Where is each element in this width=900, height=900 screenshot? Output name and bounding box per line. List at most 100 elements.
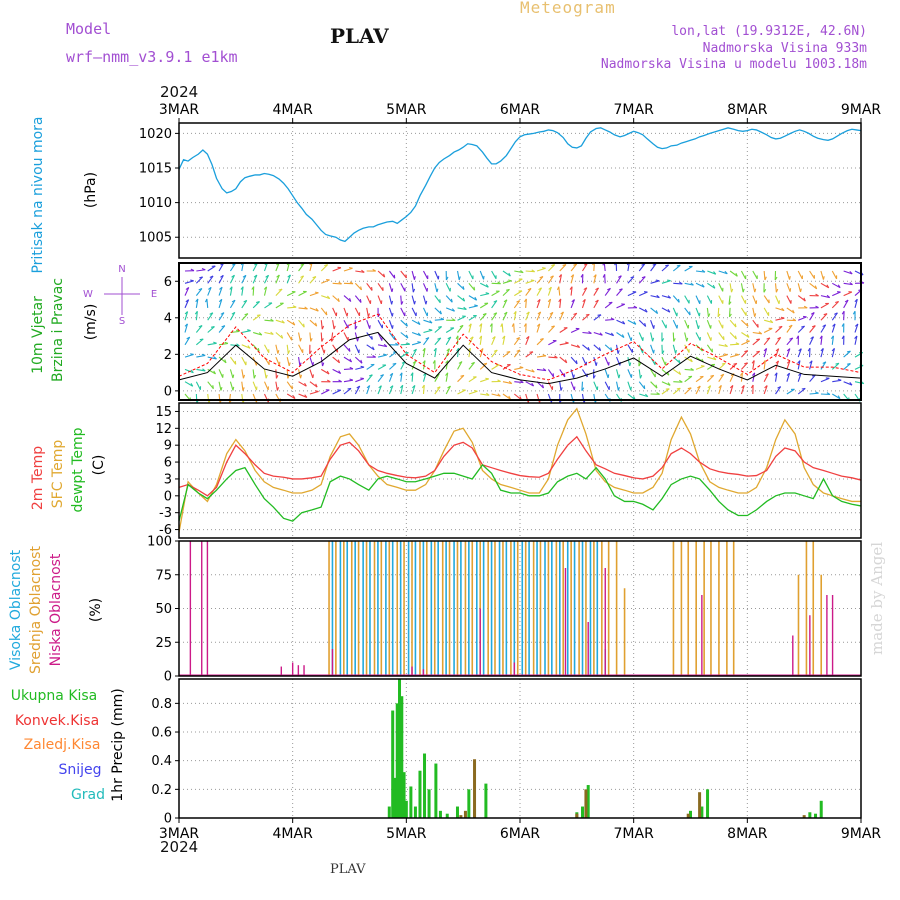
wind-arrow-head: [324, 264, 328, 267]
wind-arrow: [366, 385, 371, 395]
wind-arrow: [775, 337, 782, 346]
wind-arrow: [673, 282, 683, 285]
x-tick-label-top: 7MAR: [614, 102, 655, 118]
wind-arrow: [445, 327, 455, 333]
wind-arrow-head: [644, 322, 647, 327]
y-tick-label: 12: [155, 422, 172, 437]
precip-total-bar: [423, 753, 427, 818]
wind-arrow-head: [571, 299, 575, 303]
wind-arrow: [525, 393, 529, 403]
wind-arrow-head: [741, 385, 745, 389]
wind-arrow-head: [807, 347, 811, 352]
wind-arrow-head: [450, 298, 453, 303]
wind-arrow: [763, 307, 770, 316]
pressure-axis-label: Pritisak na nivou mora: [30, 116, 46, 273]
wind-arrow: [468, 295, 477, 301]
wind-arrow: [843, 291, 853, 297]
wind-arrow: [639, 291, 648, 297]
wind-arrow-head: [538, 287, 542, 291]
wind-arrow-head: [520, 269, 524, 274]
wind-arrow: [650, 295, 660, 299]
wind-arrow-head: [315, 383, 318, 388]
wind-arrow: [241, 275, 247, 284]
wind-arrow: [298, 393, 308, 398]
wind-arrow-head: [617, 350, 620, 354]
wind-arrow: [388, 320, 393, 329]
wind-arrow-head: [541, 384, 545, 389]
wind-arrow: [650, 263, 657, 272]
wind-arrow: [514, 381, 524, 384]
model-name: wrf—nmm_v3.9.1 e1km: [66, 48, 238, 66]
wind-arrow: [525, 298, 527, 308]
wind-arrow-head: [548, 286, 552, 290]
wind-arrow: [218, 325, 226, 333]
wind-arrow: [229, 275, 235, 284]
watermark: made by Angel: [868, 541, 886, 655]
wind-arrow: [707, 270, 716, 275]
wind-arrow: [388, 307, 393, 317]
wind-arrow: [309, 319, 318, 327]
wind-arrow-head: [281, 320, 285, 324]
wind-arrow-head: [595, 299, 599, 303]
wind-arrow-head: [633, 321, 637, 325]
wind-arrow: [286, 344, 289, 354]
wind-arrow: [241, 393, 244, 403]
wind-arrow-head: [656, 294, 660, 299]
wind-arrow: [332, 282, 342, 285]
wind-arrow: [729, 283, 733, 293]
wind-arrow-head: [655, 279, 660, 282]
precip-unit-label: 1hr Precip (mm): [110, 688, 126, 801]
wind-arrow-head: [530, 279, 535, 282]
wind-arrow: [570, 393, 575, 403]
wind-arrow: [809, 312, 815, 321]
wind-arrow-head: [349, 267, 353, 269]
wind-arrow: [695, 365, 705, 370]
wind-arrow: [650, 320, 655, 329]
wind-arrow: [604, 344, 613, 352]
wind-arrow: [275, 319, 285, 324]
wind-arrow-head: [276, 387, 280, 391]
precip-total-bar: [438, 810, 442, 818]
wind-arrow-head: [278, 288, 283, 291]
wind-arrow-head: [630, 386, 632, 391]
y-tick-label: 25: [155, 636, 172, 651]
wind-arrow-head: [610, 347, 613, 351]
wind-arrow: [229, 312, 236, 321]
wind-arrow: [468, 336, 474, 346]
wind-arrow-head: [366, 385, 371, 389]
wind-arrow-head: [480, 348, 484, 352]
wind-arrow: [252, 314, 261, 321]
wind-arrow: [525, 381, 534, 387]
wind-arrow-head: [673, 338, 676, 342]
wind-arrow-head: [792, 318, 797, 322]
wind-arrow: [672, 307, 678, 317]
wind-arrow-head: [413, 300, 416, 305]
wind-arrow: [298, 357, 301, 367]
wind-arrow-head: [411, 385, 416, 389]
wind-arrow: [774, 283, 777, 293]
wind-arrow-head: [844, 299, 849, 303]
wind-arrow: [184, 353, 194, 358]
wind-arrow: [661, 264, 670, 272]
wind-arrow-head: [383, 343, 388, 348]
wind-arrow-head: [372, 346, 375, 351]
wind-arrow-head: [675, 349, 677, 354]
wind-arrow: [479, 362, 488, 370]
wind-arrow: [332, 344, 339, 353]
wind-arrow-head: [618, 374, 621, 379]
wind-arrow-head: [349, 358, 353, 363]
wind-arrow-head: [338, 370, 342, 374]
wind-arrow: [501, 323, 504, 333]
precip-conv-bar: [698, 792, 702, 818]
wind-arrow-head: [775, 288, 779, 293]
wind-arrow-head: [190, 353, 194, 355]
wind-arrow: [332, 295, 340, 303]
wind-arrow: [411, 385, 416, 395]
wind-arrow-head: [667, 382, 671, 386]
wind-arrow-head: [493, 349, 498, 352]
wind-arrow: [468, 376, 477, 383]
wind-arrow: [718, 362, 726, 370]
wind-arrow: [684, 282, 694, 286]
wind-arrow: [286, 369, 289, 379]
wind-arrow: [377, 270, 386, 278]
